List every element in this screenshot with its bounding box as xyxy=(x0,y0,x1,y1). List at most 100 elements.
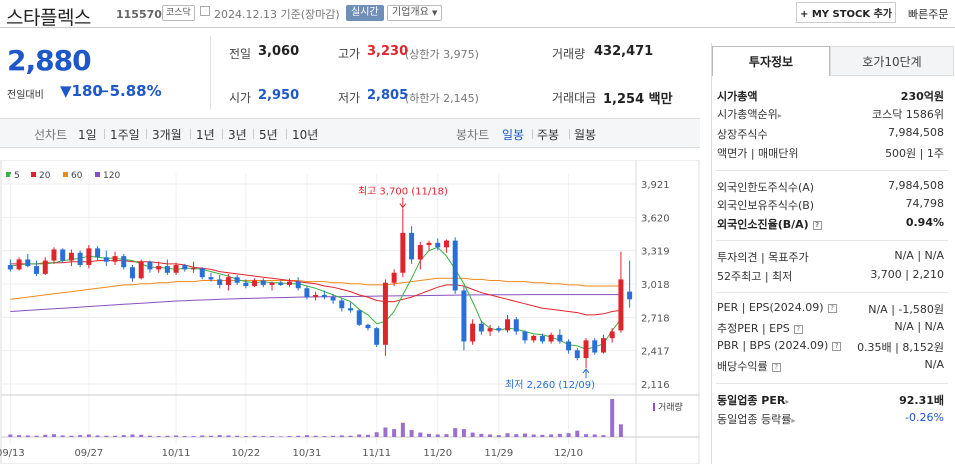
candle-body xyxy=(260,280,266,285)
candle-body xyxy=(60,249,66,261)
volume-bar xyxy=(34,435,39,437)
volume-bar xyxy=(86,434,91,437)
candle-body xyxy=(252,280,258,287)
help-icon[interactable]: ? xyxy=(827,303,837,313)
my-stock-add-button[interactable]: + MY STOCK 추가 xyxy=(796,2,896,23)
info-value-8: 3,700 | 2,210 xyxy=(870,268,944,281)
volume-bar xyxy=(418,432,423,437)
chevron-down-icon: ▼ xyxy=(432,9,438,17)
candle-body xyxy=(34,266,40,274)
info-label-11[interactable]: PBR | BPS (2024.09)? xyxy=(717,339,842,352)
volume-bar xyxy=(165,435,170,437)
info-label-1[interactable]: 시가총액순위 ▸ xyxy=(717,106,782,122)
y-tick-label: 3,921 xyxy=(641,180,670,191)
realtime-button[interactable]: 실시간 xyxy=(346,5,384,21)
volume-bar xyxy=(365,434,370,437)
low-arrow-icon xyxy=(582,368,590,379)
candle-body xyxy=(208,277,214,280)
range-6[interactable]: 10년 xyxy=(292,128,319,142)
volume-bar xyxy=(182,436,187,437)
info-label-5: 외국인보유주식수(B) xyxy=(717,197,814,213)
volume-legend-swatch xyxy=(653,403,655,411)
candle-body xyxy=(600,338,606,353)
candle-body xyxy=(42,260,48,274)
info-label-text: 시가총액 xyxy=(717,90,758,103)
range-0[interactable]: 1일 xyxy=(78,128,97,142)
candle-body xyxy=(539,335,545,342)
info-value-10: N/A | N/A xyxy=(894,320,944,333)
info-label-text: 외국인보유주식수(B) xyxy=(717,199,815,212)
volume-bar xyxy=(104,435,109,437)
volume-bar xyxy=(278,436,283,437)
info-label-7: 투자의견 | 목표주가 xyxy=(717,249,809,265)
tab-investment-info[interactable]: 투자정보 xyxy=(712,46,830,76)
info-value-5: 74,798 xyxy=(905,197,945,210)
candle-body xyxy=(417,245,423,260)
volume-bar xyxy=(69,435,74,437)
info-label-13[interactable]: 동일업종 PER ▸ xyxy=(717,392,789,408)
info-label-14[interactable]: 동일업종 등락률 ▸ xyxy=(717,411,795,427)
candle-body xyxy=(356,310,362,325)
range-3[interactable]: 1년 xyxy=(196,128,215,142)
volume-bar xyxy=(427,433,432,437)
range-1[interactable]: 1주일 xyxy=(110,128,140,142)
tab-orderbook[interactable]: 호가10단계 xyxy=(830,46,954,76)
chart-frame xyxy=(0,160,700,464)
candle-body xyxy=(95,248,101,258)
candle-body xyxy=(243,282,249,287)
line-chart-label[interactable]: 선차트 xyxy=(34,128,68,142)
info-label-6[interactable]: 외국인소진율(B/A)? xyxy=(717,216,822,232)
range-2[interactable]: 3개월 xyxy=(152,128,182,142)
prev-close-value: 3,060 xyxy=(258,44,300,59)
candle-body xyxy=(51,249,57,261)
candle-body xyxy=(391,272,397,283)
period-2[interactable]: 월봉 xyxy=(574,128,597,142)
candle-chart-label[interactable]: 봉차트 xyxy=(456,128,490,142)
quick-order-link[interactable]: 빠른주문 xyxy=(908,8,949,21)
volume-bar xyxy=(400,422,405,437)
candle-body xyxy=(173,264,179,273)
info-label-text: 상장주식수 xyxy=(717,128,768,141)
x-tick-label: 10/11 xyxy=(162,448,191,459)
ma5-line xyxy=(10,246,622,350)
candle-body xyxy=(156,266,162,270)
period-0[interactable]: 일봉 xyxy=(502,128,525,142)
help-icon[interactable]: ? xyxy=(793,324,803,334)
range-4[interactable]: 3년 xyxy=(228,128,247,142)
range-separator xyxy=(222,129,223,139)
range-separator xyxy=(104,129,105,139)
info-label-text: PBR | BPS (2024.09) xyxy=(717,339,829,352)
ma-legend-label: 5 xyxy=(14,171,20,181)
help-icon[interactable]: ? xyxy=(812,220,822,230)
volume-bar xyxy=(43,434,48,437)
candle-body xyxy=(182,264,188,270)
info-label-12[interactable]: 배당수익률? xyxy=(717,358,781,374)
range-5[interactable]: 5년 xyxy=(259,128,278,142)
info-label-10[interactable]: 추정PER | EPS? xyxy=(717,320,803,336)
info-label-8: 52주최고 | 최저 xyxy=(717,268,792,284)
company-overview-button[interactable]: 기업개요 ▼ xyxy=(387,5,443,21)
volume-bar xyxy=(200,435,205,437)
panel-divider xyxy=(716,240,948,241)
info-label-9[interactable]: PER | EPS(2024.09)? xyxy=(717,301,837,314)
low-annotation: 최저 2,260 (12/09) xyxy=(505,379,595,391)
help-icon[interactable]: ? xyxy=(832,341,842,351)
candle-body xyxy=(409,232,415,260)
candle-body xyxy=(121,256,127,268)
info-value-12: N/A xyxy=(924,358,944,371)
volume-bar xyxy=(601,435,606,437)
volume-bar xyxy=(156,436,161,437)
help-icon[interactable]: ? xyxy=(771,362,781,372)
candle-body xyxy=(199,268,205,278)
date-text: 2024.12.13 기준(장마감) xyxy=(214,8,340,21)
candle-body xyxy=(618,279,624,331)
change-percent: −5.88% xyxy=(97,82,162,100)
period-separator xyxy=(532,129,533,139)
upper-limit: (상한가 3,975) xyxy=(405,48,479,61)
range-separator xyxy=(286,129,287,139)
volume-bar xyxy=(287,436,292,437)
candle-body xyxy=(574,350,580,359)
price-chart[interactable]: 5 20 60 120 3,921 3,620 3,319 3,018 2,718 2,417 2,… xyxy=(0,160,700,464)
period-1[interactable]: 주봉 xyxy=(537,128,560,142)
candle-body xyxy=(505,319,511,331)
